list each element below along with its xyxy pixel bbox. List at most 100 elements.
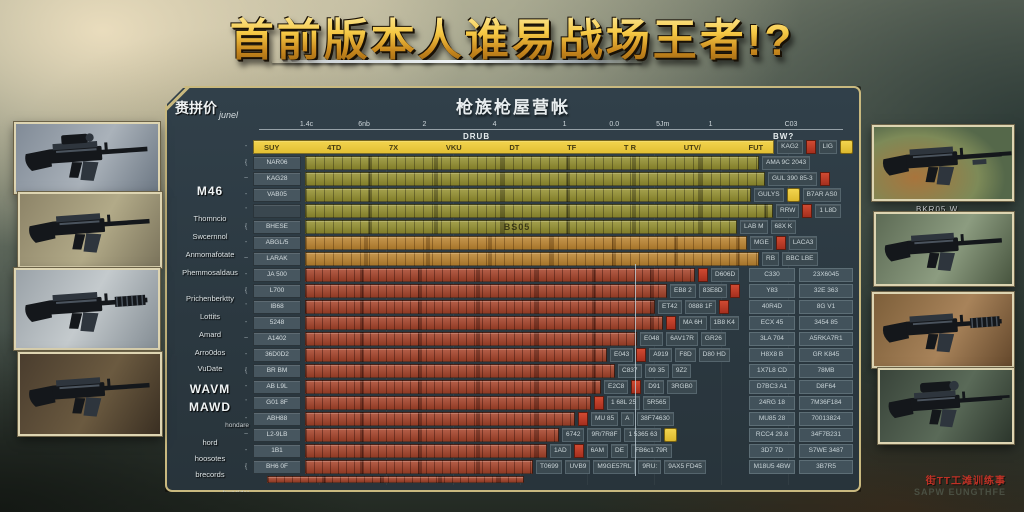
value-cell: 32E 363 <box>799 284 853 298</box>
weapon-image-sniper-rifle-scoped <box>878 368 1014 444</box>
red-marker-chip <box>698 268 708 282</box>
watermark-line1: 街TT工滩训练事 <box>925 476 1006 487</box>
value-cell: 8G V1 <box>799 300 853 314</box>
row-label: WAVM <box>189 382 231 396</box>
axis-note-right: BW? <box>773 132 795 141</box>
end-chip: 1 68L 25 <box>607 396 641 410</box>
bar-segment-label: 7X <box>388 142 399 152</box>
end-chip: 1 L8D <box>815 204 841 218</box>
end-chip: E043 <box>610 348 634 362</box>
axis-tick: 5Jm <box>656 121 670 128</box>
stat-bar <box>305 332 637 346</box>
value-cell: 34F7B231 <box>799 428 853 442</box>
weapon-image-assault-rifle-suppressed <box>14 268 160 350</box>
stat-bar <box>305 428 559 442</box>
row-label: brecords <box>195 470 225 479</box>
end-chip: MA 6H <box>679 316 707 330</box>
end-chip: C837 <box>618 364 642 378</box>
gutter-mark: - <box>244 271 248 278</box>
end-chip: LIG <box>818 140 837 154</box>
axis-tick: 0.0 <box>609 121 620 128</box>
stat-bar <box>305 252 759 266</box>
value-cell: 24RG 18 <box>749 396 795 410</box>
end-chip: ET42 <box>658 300 682 314</box>
stat-row: SUY 4TD 7X VKU DT TF T R UTV/FUT KAG2 LIG <box>253 140 853 154</box>
stat-bar <box>305 204 773 218</box>
end-chip: GR26 <box>700 332 726 346</box>
stats-panel: 枪族枪屋营帐 赉拼价 junel 1.4c 6nb 2 4 1 0.0 5Jm 1 C03 DR… <box>165 86 861 492</box>
gutter-mark: - <box>244 319 248 326</box>
stat-bar <box>305 460 533 474</box>
end-chip: 6AM <box>586 444 609 458</box>
stat-bar <box>305 396 591 410</box>
value-cell: 40R4D <box>749 300 795 314</box>
gutter-mark: - <box>244 415 248 422</box>
axis-tick: 6nb <box>358 121 370 128</box>
main-title-wrap: 首前版本人谁易战场王者!? <box>0 4 1024 68</box>
row-chip: BR BM <box>253 364 301 378</box>
value-cell: 1X7L8 CD <box>749 364 795 378</box>
end-chip: KAG2 <box>777 140 803 154</box>
stat-row: JA 500 D606D C330 23X6045 <box>253 268 853 282</box>
axis-ruler: 1.4c 6nb 2 4 1 0.0 5Jm 1 C03 <box>259 121 843 130</box>
stat-row: VAB05 GULYS B7AR AS0 <box>253 188 853 202</box>
gutter-mark: ~ <box>243 255 249 262</box>
stat-bar <box>305 300 655 314</box>
value-cell: 78MB <box>799 364 853 378</box>
end-chip: EB8 2 <box>670 284 696 298</box>
weapon-image-assault-rifle-suppressed <box>872 292 1014 368</box>
row-chip: IB68 <box>253 300 301 314</box>
gutter-mark: - <box>244 143 248 150</box>
value-cell: RCC4 29.8 <box>749 428 795 442</box>
red-marker-chip <box>802 204 813 218</box>
row-spacer <box>670 396 745 410</box>
stat-row: IB68 ET42 0888 1F 40R4D 8G V1 <box>253 300 853 314</box>
stat-row: L2-9LB 6742 9R/7R8F 1 5365 63 RCC4 29.8 34F7B… <box>253 428 853 442</box>
value-cell: 70013824 <box>799 412 853 426</box>
end-chip: 1 5365 63 <box>624 428 662 442</box>
stat-bar <box>305 380 601 394</box>
gutter-mark: ' <box>245 399 247 406</box>
end-chip: 9RU: <box>638 460 662 474</box>
yellow-marker-chip <box>840 140 853 154</box>
weapon-image-assault-rifle <box>874 212 1014 286</box>
end-chip: 9AX5 FD45 <box>664 460 706 474</box>
red-marker-chip <box>594 396 604 410</box>
weapon-image-assault-rifle <box>18 352 162 436</box>
stat-row: ABH88 MU 85 A 38F74630 MU85 28 70013824 <box>253 412 853 426</box>
red-marker-chip <box>805 140 816 154</box>
gutter-mark: { <box>244 159 248 166</box>
value-cell: 23X6045 <box>799 268 853 282</box>
gutter-mark: - <box>244 191 248 198</box>
panel-corner-script: junel <box>219 110 239 120</box>
red-marker-chip <box>666 316 676 330</box>
value-cell: 3454 85 <box>799 316 853 330</box>
end-chip: 9R/7R8F <box>587 428 622 442</box>
value-cell: H8X8 B <box>749 348 795 362</box>
stat-bar: BS05 <box>305 220 737 234</box>
end-chip: A919 <box>649 348 673 362</box>
stat-row: LARAK RB BBC LBE <box>253 252 853 266</box>
end-chip: 0888 1F <box>684 300 717 314</box>
row-chip: NAR06 <box>253 156 301 170</box>
red-marker-chip <box>578 412 588 426</box>
main-title: 首前版本人谁易战场王者!? <box>230 4 795 68</box>
row-label: Anmomafotate <box>185 250 235 259</box>
end-chip: DE <box>611 444 629 458</box>
value-cell: S7WE 3487 <box>799 444 853 458</box>
end-chip: A <box>621 412 634 426</box>
stat-bar <box>267 476 524 483</box>
gutter-mark: - <box>244 447 248 454</box>
row-chip: 5248 <box>253 316 301 330</box>
stat-row: 36D0D2 E043 A919 F8D D80 HD H8X8 B GR K845 <box>253 348 853 362</box>
red-marker-chip <box>631 380 642 394</box>
value-cell: A5RKA7R1 <box>799 332 853 346</box>
row-chip: ABH88 <box>253 412 301 426</box>
bar-segment-label: FUT <box>748 142 764 152</box>
stat-bar: SUY 4TD 7X VKU DT TF T R UTV/FUT <box>253 140 775 154</box>
row-label: Phemmosaldaus <box>182 268 238 277</box>
panel-corner-label: 赉拼价 <box>175 100 217 116</box>
end-chip: AMA 9C 2043 <box>762 156 811 170</box>
row-label: hord <box>202 438 218 447</box>
end-chip: D606D <box>711 268 740 282</box>
